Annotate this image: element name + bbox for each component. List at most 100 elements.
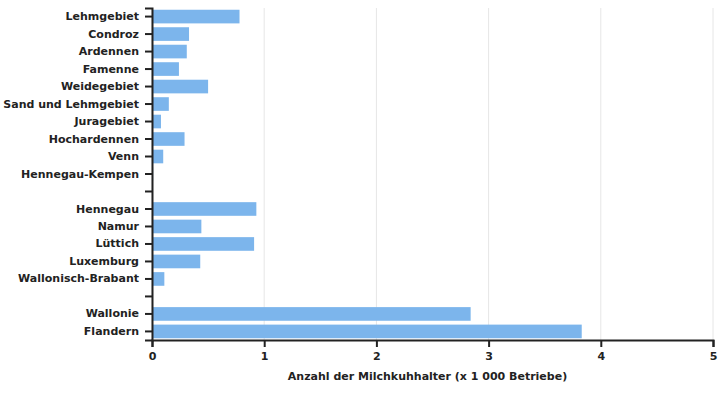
tick-label: Luxemburg [69,255,139,268]
tick-mark [145,295,152,297]
tick-label: Flandern [84,325,139,338]
grid-line [264,8,265,340]
tick [145,296,152,297]
tick-label: Lehmgebiet [66,10,139,23]
tick-label: Namur [98,220,140,233]
tick-label: 2 [373,350,381,363]
tick-label: Famenne [83,63,139,76]
tick-label: Venn [108,150,139,163]
tick: Wallonisch-Brabant [18,272,152,285]
tick: Ardennen [79,45,152,58]
tick-label: Hennegau [76,203,139,216]
tick-label: Condroz [88,28,139,41]
tick: Flandern [84,325,152,338]
tick-mark [376,340,378,347]
tick-mark [713,340,715,347]
plot: Lehmgebiet Condroz Ardennen Famenne Weidegeb… [3,8,717,363]
bar [152,255,200,269]
bar [152,132,185,146]
axis-line [145,9,153,341]
axis-line [153,341,714,348]
tick-mark [145,16,152,18]
tick: Hennegau [76,203,152,216]
bar [152,97,169,111]
tick-mark [145,86,152,88]
tick: 0 [149,340,157,363]
tick-mark [145,173,152,175]
tick: Famenne [83,63,152,76]
tick-mark [145,243,152,245]
tick-label: Ardennen [79,45,139,58]
tick-label: Wallonisch-Brabant [18,272,139,285]
bar [152,62,179,76]
tick: 5 [710,340,718,363]
tick [145,191,152,192]
tick-mark [145,33,152,35]
tick-label: Juragebiet [74,115,139,128]
tick-label: 3 [485,350,493,363]
tick-mark [145,313,152,315]
tick-mark [145,225,152,227]
tick-label: Lüttich [96,237,139,250]
tick: Wallonie [86,307,152,320]
grid-line [713,8,714,340]
tick-mark [145,68,152,70]
grid-line [376,8,377,340]
x-axis: 0 1 2 3 4 5 [149,340,718,363]
tick-label: Hennegau-Kempen [21,168,139,181]
tick-mark [145,190,152,192]
tick-mark [600,340,602,347]
grid-line [488,8,489,340]
tick-mark [145,156,152,158]
grid-line [600,8,601,340]
bar [152,220,201,234]
tick: Lüttich [96,237,152,250]
tick-mark [488,340,490,347]
tick-label: 0 [149,350,157,363]
bar [152,10,240,24]
bar [152,272,164,286]
tick-mark [145,121,152,123]
grid [152,8,713,340]
tick-label: 1 [261,350,269,363]
tick-label: 4 [597,350,605,363]
y-axis: Lehmgebiet Condroz Ardennen Famenne Weidegeb… [3,9,152,341]
tick-label: Weidegebiet [61,80,139,93]
bar [152,325,582,339]
tick: 3 [485,340,493,363]
tick-mark [152,340,154,347]
bar [152,150,163,164]
tick: 1 [261,340,269,363]
tick-mark [145,278,152,280]
bar [152,237,254,251]
tick-mark [145,330,152,332]
tick-mark [145,260,152,262]
tick: Hennegau-Kempen [21,168,152,181]
bar [152,307,471,321]
bar [152,202,256,216]
tick: Juragebiet [74,115,152,128]
tick: Venn [108,150,152,163]
tick: Luxemburg [69,255,152,268]
tick: Namur [98,220,152,233]
chart: Lehmgebiet Condroz Ardennen Famenne Weidegeb… [0,0,725,400]
tick-label: Sand und Lehmgebiet [3,98,139,111]
tick: 2 [373,340,381,363]
tick-mark [145,208,152,210]
tick: Weidegebiet [61,80,152,93]
tick-label: 5 [710,350,718,363]
tick: 4 [597,340,605,363]
bar [152,27,189,41]
tick: Hochardennen [49,133,152,146]
bar [152,80,208,94]
tick: Sand und Lehmgebiet [3,98,152,111]
tick-label: Hochardennen [49,133,139,146]
tick-label: Wallonie [86,307,139,320]
tick-mark [145,138,152,140]
tick: Condroz [88,28,152,41]
tick: Lehmgebiet [66,10,152,23]
bar [152,45,187,59]
bars [152,10,582,339]
tick-mark [264,340,266,347]
axis-title: Anzahl der Milchkuhhalter (x 1 000 Betri… [288,370,567,383]
